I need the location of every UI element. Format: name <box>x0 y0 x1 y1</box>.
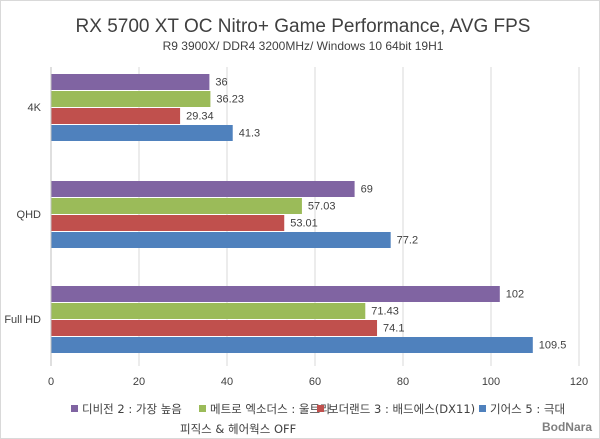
data-label: 53.01 <box>290 218 318 230</box>
x-tick-label: 80 <box>397 376 409 388</box>
x-tick-label: 100 <box>482 376 500 388</box>
data-label: 41.3 <box>239 128 260 140</box>
x-tick-label: 20 <box>133 376 145 388</box>
bar <box>51 74 210 90</box>
data-label: 69 <box>361 184 373 196</box>
data-label: 29.34 <box>186 111 214 123</box>
bar <box>51 320 378 336</box>
bar <box>51 198 302 214</box>
bar <box>51 125 233 141</box>
x-tick-label: 0 <box>48 376 54 388</box>
bar <box>51 232 391 248</box>
bar <box>51 303 366 319</box>
data-label: 77.2 <box>397 235 418 247</box>
legend-swatch <box>479 405 486 412</box>
data-label: 102 <box>506 289 524 301</box>
x-tick-label: 40 <box>221 376 233 388</box>
legend-swatch <box>71 405 78 412</box>
legend-swatch <box>199 405 206 412</box>
legend-label: 기어스 5 : 극대 <box>490 402 565 416</box>
bar <box>51 91 211 107</box>
data-label: 74.1 <box>383 323 404 335</box>
legend-label: 디비전 2 : 가장 높음 <box>82 402 182 416</box>
watermark: BodNara <box>542 420 592 434</box>
bar <box>51 337 533 353</box>
legend-swatch <box>317 405 324 412</box>
category-label: QHD <box>17 209 42 221</box>
bar <box>51 286 500 302</box>
data-label: 36 <box>215 77 227 89</box>
chart-subtitle: R9 3900X/ DDR4 3200MHz/ Windows 10 64bit… <box>163 39 444 53</box>
data-label: 57.03 <box>308 201 336 213</box>
legend-label: 메트로 엑소더스 : 울트라 <box>210 402 331 416</box>
data-label: 71.43 <box>371 306 399 318</box>
legend-label-continued: 피직스 & 헤어웍스 OFF <box>180 422 296 436</box>
x-tick-label: 60 <box>309 376 321 388</box>
data-labels: 36 69 102 36.23 57.03 71.43 29.34 53.01 74.1 41.3… <box>186 77 566 352</box>
bar <box>51 215 285 231</box>
axes: 0 20 40 60 80 100 120 4K QHD Full HD <box>4 67 588 388</box>
category-label: 4K <box>28 102 42 114</box>
bars <box>51 74 533 353</box>
data-label: 109.5 <box>539 340 567 352</box>
chart-title: RX 5700 XT OC Nitro+ Game Performance, A… <box>76 16 531 37</box>
x-tick-label: 120 <box>570 376 588 388</box>
data-label: 36.23 <box>216 94 244 106</box>
legend-label: 보더랜드 3 : 배드에스(DX11) <box>328 402 475 416</box>
bar <box>51 108 181 124</box>
bar <box>51 181 355 197</box>
category-label: Full HD <box>4 314 41 326</box>
